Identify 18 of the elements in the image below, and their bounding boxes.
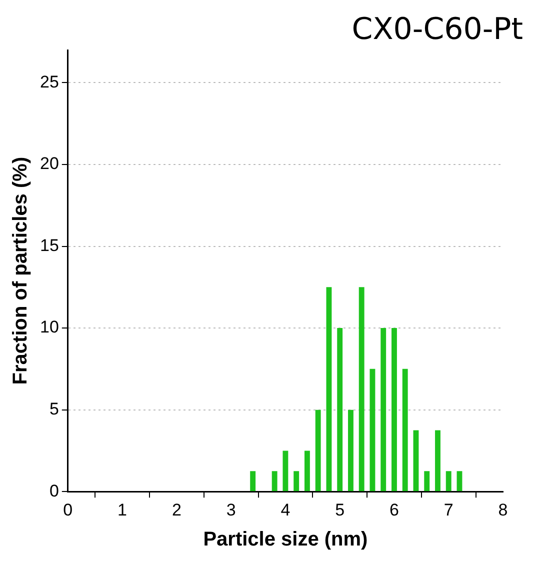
- x-axis-title: Particle size (nm): [203, 528, 368, 551]
- x-tick-label: 1: [118, 500, 128, 520]
- x-tick-label: 6: [389, 500, 399, 520]
- y-tick-label: 5: [49, 400, 59, 419]
- x-tick-label: 8: [498, 500, 508, 520]
- y-tick-label: 0: [49, 481, 59, 500]
- y-tick-label: 25: [40, 72, 59, 92]
- x-tick-label: 0: [63, 500, 73, 520]
- x-tick-label: 5: [335, 500, 345, 520]
- y-tick-label: 20: [40, 154, 59, 174]
- x-tick-label: 4: [280, 500, 290, 520]
- y-tick-label: 15: [40, 236, 59, 255]
- x-tick-label: 7: [444, 500, 454, 520]
- chart-title: CX0-C60-Pt: [352, 12, 523, 47]
- y-tick-label: 10: [40, 318, 59, 337]
- y-axis-title: Fraction of particles (%): [10, 156, 32, 385]
- x-tick-label: 2: [172, 500, 182, 520]
- x-tick-label: 3: [226, 500, 236, 520]
